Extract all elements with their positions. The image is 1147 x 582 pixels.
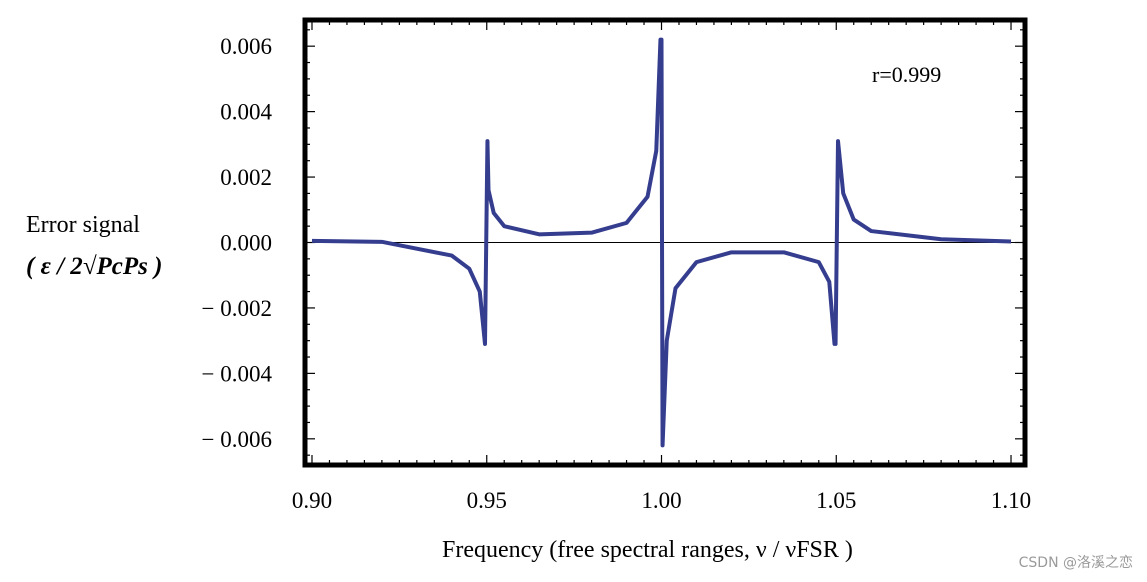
y-tick-label: 0.006 — [220, 34, 272, 59]
x-tick-label: 1.05 — [816, 488, 856, 513]
watermark: CSDN @洛溪之恋 — [1018, 555, 1133, 571]
x-tick-label: 0.95 — [467, 488, 507, 513]
plot-frame — [302, 17, 1028, 468]
series-line — [311, 37, 1012, 448]
x-tick-label: 0.90 — [292, 488, 332, 513]
y-tick-label: 0.000 — [220, 231, 272, 256]
annotation-label: r=0.999 — [872, 62, 941, 87]
y-tick-label: 0.002 — [220, 165, 272, 190]
y-tick-label: − 0.004 — [202, 361, 273, 386]
tick-labels-layer: 0.90 0.95 1.00 1.05 1.10 0.006 0.004 0.002 0.000… — [202, 34, 1032, 513]
x-axis-label: Frequency (free spectral ranges, ν / νFS… — [442, 537, 853, 563]
x-tick-label: 1.10 — [991, 488, 1031, 513]
x-tick-label: 1.00 — [641, 488, 681, 513]
y-tick-label: − 0.006 — [202, 427, 272, 452]
y-tick-label: 0.004 — [220, 100, 272, 125]
y-tick-label: − 0.002 — [202, 296, 272, 321]
y-axis-label: Error signal — [26, 212, 140, 238]
y-axis-formula: ( ε / 2√PcPs ) — [26, 253, 163, 280]
